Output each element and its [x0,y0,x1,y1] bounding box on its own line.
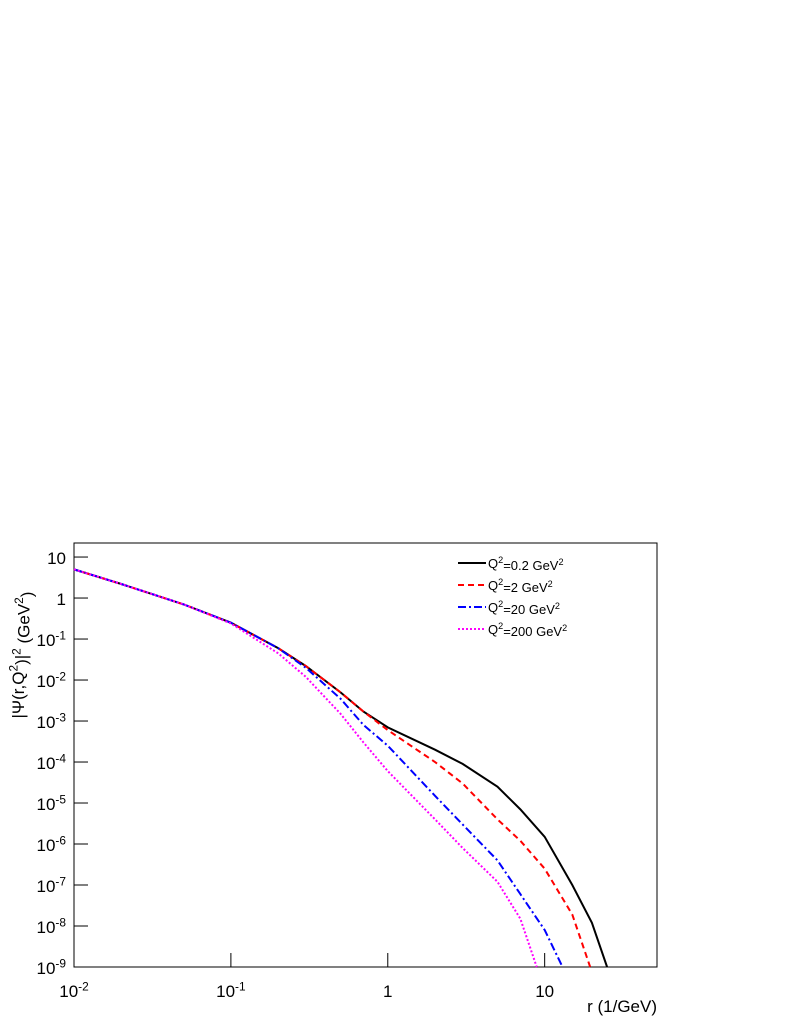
series-line [73,568,538,968]
y-tick-label: 10-6 [37,833,67,855]
legend-label: Q2=20 GeV2 [488,599,560,617]
y-axis-title: |Ψ(r,Q2)|2 (GeV2) [6,592,36,719]
y-tick-label: 10 [47,549,66,568]
legend-label: Q2=2 GeV2 [488,577,553,595]
legend-label: Q2=0.2 GeV2 [488,555,564,573]
x-axis-title: r (1/GeV) [587,997,657,1016]
y-tick-label: 10-5 [37,792,67,814]
plot-frame [73,542,658,968]
y-tick-label: 10-7 [37,874,67,896]
y-tick-label: 10-2 [37,669,67,691]
x-tick-label: 10 [535,982,554,1001]
y-tick-label: 1 [57,590,66,609]
x-tick-label: 1 [383,982,392,1001]
x-tick-label: 10-2 [59,979,89,1001]
y-tick-label: 10-4 [37,751,67,773]
legend-label: Q2=200 GeV2 [488,621,567,639]
y-tick-label: 10-3 [37,710,67,732]
y-tick-label: 10-9 [37,956,67,978]
y-tick-label: 10-1 [37,628,67,650]
x-tick-label: 10-1 [216,979,246,1001]
y-tick-label: 10-8 [37,915,67,937]
